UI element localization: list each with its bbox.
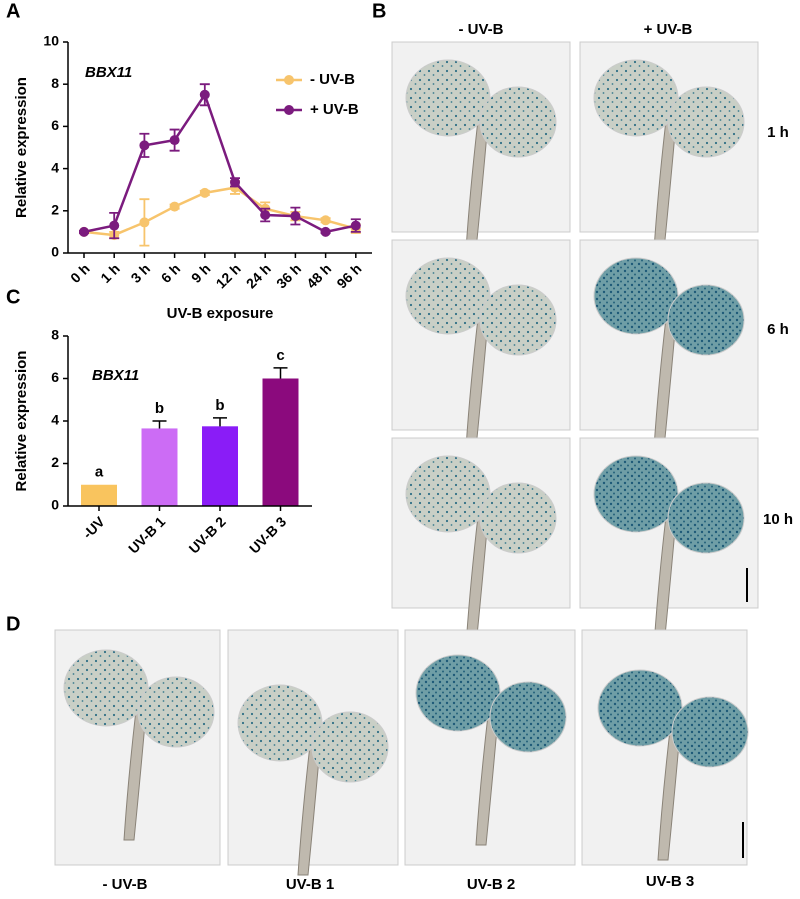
gene-label: BBX11: [92, 367, 139, 384]
x-tick-label: 3 h: [128, 260, 154, 286]
bar: [141, 428, 178, 506]
photo-panels: [54, 41, 759, 876]
error-bar: [273, 367, 288, 379]
y-tick-label: 4: [51, 159, 59, 175]
x-axis-label: UV-B exposure: [167, 305, 274, 322]
x-tick-label: UV-B 3: [246, 513, 289, 556]
significance-letter: b: [215, 397, 224, 414]
y-tick-label: 6: [51, 369, 59, 385]
marker: [169, 135, 180, 146]
panel-label: C: [6, 286, 20, 308]
photo-label: - UV-B: [103, 876, 148, 893]
series-line: [83, 91, 357, 234]
marker: [199, 89, 210, 100]
bar: [262, 378, 299, 506]
y-tick-label: 2: [51, 202, 59, 218]
x-tick-label: 36 h: [273, 260, 304, 291]
marker: [139, 140, 150, 151]
marker: [320, 226, 331, 237]
significance-letter: c: [276, 347, 284, 364]
x-tick-label: 6 h: [158, 260, 184, 286]
legend-label: - UV-B: [310, 71, 355, 88]
significance-letter: a: [95, 464, 104, 481]
x-tick-label: UV-B 2: [186, 513, 229, 556]
bar: [202, 426, 238, 506]
y-tick-label: 10: [43, 33, 59, 49]
x-tick-label: 96 h: [333, 260, 364, 291]
x-tick-label: 48 h: [303, 260, 334, 291]
column-label: + UV-B: [644, 21, 693, 38]
x-tick-label: 1 h: [97, 260, 123, 286]
photo-label: UV-B 3: [646, 873, 694, 890]
legend-marker: [284, 75, 294, 85]
y-axis-label: Relative expression: [13, 351, 30, 492]
x-tick-label: -UV: [79, 513, 108, 542]
marker: [109, 220, 120, 231]
y-tick-label: 0: [51, 244, 59, 260]
marker: [79, 226, 89, 237]
error-bar: [152, 420, 167, 429]
x-tick-label: 9 h: [188, 260, 214, 286]
marker: [230, 177, 240, 188]
y-tick-label: 0: [51, 497, 59, 513]
series-line: [83, 186, 357, 237]
row-label: 1 h: [767, 124, 789, 141]
error-bar: [213, 417, 227, 427]
marker: [139, 217, 150, 228]
row-label: 10 h: [763, 511, 793, 528]
panel-label: B: [372, 0, 386, 22]
marker: [290, 211, 301, 222]
y-tick-label: 8: [51, 75, 59, 91]
column-label: - UV-B: [459, 21, 504, 38]
marker: [350, 220, 361, 231]
x-tick-label: 0 h: [67, 260, 93, 286]
y-tick-label: 8: [51, 327, 59, 343]
panel-label: A: [6, 0, 20, 22]
photo-label: UV-B 1: [286, 876, 334, 893]
panel-label: D: [6, 613, 20, 635]
x-tick-label: 12 h: [213, 260, 244, 291]
marker: [169, 201, 180, 212]
y-axis-label: Relative expression: [13, 77, 30, 218]
marker: [199, 187, 210, 198]
marker: [260, 210, 271, 221]
row-label: 6 h: [767, 321, 789, 338]
y-tick-label: 6: [51, 117, 59, 133]
bar: [81, 484, 117, 506]
y-tick-label: 2: [51, 454, 59, 470]
photo-label: UV-B 2: [467, 876, 515, 893]
significance-letter: b: [155, 400, 164, 417]
legend-label: + UV-B: [310, 101, 359, 118]
marker: [320, 215, 331, 226]
legend-marker: [284, 105, 294, 115]
x-tick-label: 24 h: [243, 260, 274, 291]
x-tick-label: UV-B 1: [125, 513, 168, 556]
gene-label: BBX11: [85, 64, 132, 81]
y-tick-label: 4: [51, 412, 59, 428]
